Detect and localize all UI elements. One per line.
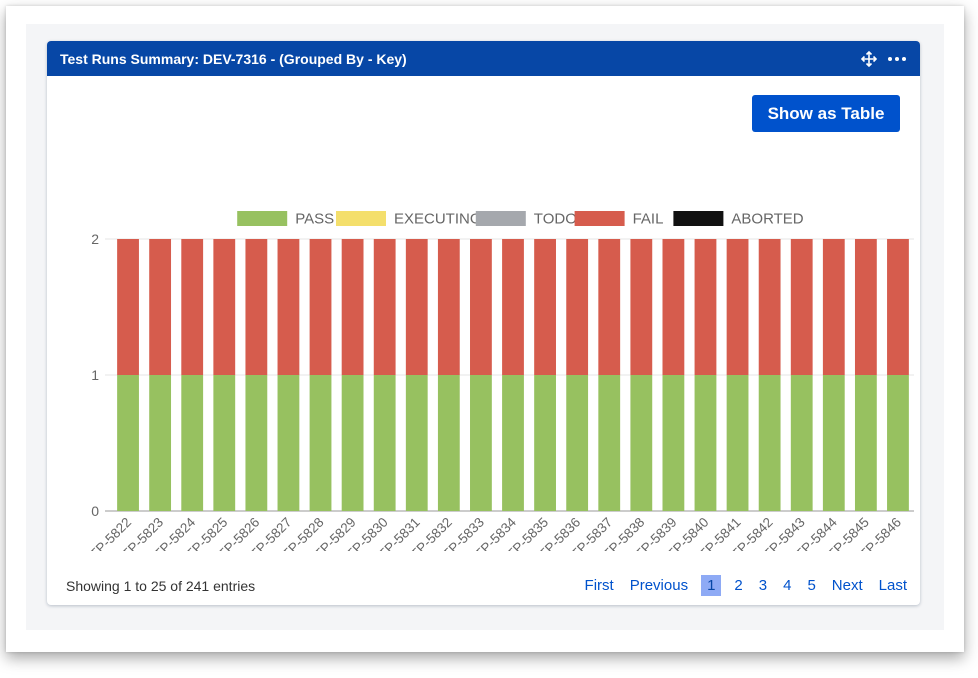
stacked-bar-chart: PASS EXECUTING TODO FAIL ABORTED012LTP-5822L… <box>82 211 914 566</box>
pager-page-3[interactable]: 3 <box>758 577 768 594</box>
bar-pass-ltp-5835 <box>534 375 556 511</box>
more-icon[interactable] <box>886 48 908 70</box>
bar-pass-ltp-5829 <box>341 375 364 511</box>
y-tick-label: 2 <box>91 231 99 247</box>
bar-pass-ltp-5843 <box>790 375 813 511</box>
gadget-header: Test Runs Summary: DEV-7316 - (Grouped B… <box>47 41 920 76</box>
bar-fail-ltp-5844 <box>822 239 845 375</box>
bar-fail-ltp-5830 <box>373 239 396 375</box>
bar-fail-ltp-5832 <box>437 239 460 375</box>
legend-label-executing: EXECUTING <box>394 211 482 228</box>
bar-pass-ltp-5844 <box>822 375 845 511</box>
legend-swatch-fail <box>574 211 625 226</box>
bar-fail-ltp-5831 <box>405 239 428 375</box>
bar-fail-ltp-5824 <box>181 239 204 375</box>
bar-fail-ltp-5846 <box>887 239 909 375</box>
bar-fail-ltp-5845 <box>854 239 877 375</box>
test-runs-summary-gadget: Test Runs Summary: DEV-7316 - (Grouped B… <box>47 41 920 605</box>
bar-pass-ltp-5822 <box>117 375 139 511</box>
bar-pass-ltp-5834 <box>502 375 524 511</box>
pager-last-link[interactable]: Last <box>878 577 907 594</box>
show-as-table-button[interactable]: Show as Table <box>752 95 900 132</box>
bar-fail-ltp-5829 <box>341 239 364 375</box>
bar-pass-ltp-5833 <box>470 375 492 511</box>
bar-fail-ltp-5822 <box>117 239 139 375</box>
legend-swatch-aborted <box>673 211 724 226</box>
bar-fail-ltp-5823 <box>149 239 172 375</box>
bar-pass-ltp-5837 <box>598 375 621 511</box>
legend-swatch-todo <box>475 211 526 226</box>
bar-fail-ltp-5841 <box>726 239 749 375</box>
y-tick-label: 0 <box>91 503 99 519</box>
legend-label-todo: TODO <box>534 211 577 228</box>
bar-pass-ltp-5839 <box>662 375 685 511</box>
y-tick-label: 1 <box>91 367 99 383</box>
chart-area: PASS EXECUTING TODO FAIL ABORTED 0 1 2 LTP-5822 L… <box>47 161 920 566</box>
pager-page-2[interactable]: 2 <box>734 577 743 594</box>
legend-label-pass: PASS <box>295 211 334 228</box>
legend-swatch-pass <box>237 211 288 226</box>
bar-pass-ltp-5823 <box>149 375 172 511</box>
bar-pass-ltp-5841 <box>726 375 749 511</box>
bar-pass-ltp-5826 <box>245 375 268 511</box>
bar-fail-ltp-5838 <box>630 239 653 375</box>
bar-fail-ltp-5840 <box>694 239 717 375</box>
bar-pass-ltp-5840 <box>694 375 717 511</box>
bar-fail-ltp-5826 <box>245 239 268 375</box>
bar-pass-ltp-5838 <box>630 375 653 511</box>
bar-fail-ltp-5837 <box>598 239 621 375</box>
bar-fail-ltp-5827 <box>277 239 300 375</box>
pagination: First Previous 1 2 3 4 5 Next Last <box>572 575 910 596</box>
bar-pass-ltp-5827 <box>277 375 300 511</box>
pager-page-5[interactable]: 5 <box>807 577 816 594</box>
bar-fail-ltp-5835 <box>534 239 556 375</box>
bar-pass-ltp-5842 <box>758 375 781 511</box>
pager-next-link[interactable]: Next <box>831 577 863 594</box>
bar-pass-ltp-5824 <box>181 375 204 511</box>
bar-pass-ltp-5832 <box>437 375 460 511</box>
bar-fail-ltp-5836 <box>566 239 589 375</box>
legend-swatch-executing <box>336 211 386 226</box>
bar-fail-ltp-5839 <box>662 239 685 375</box>
bar-pass-ltp-5825 <box>213 375 236 511</box>
pager-first-link[interactable]: First <box>584 577 614 594</box>
legend-label-fail: FAIL <box>633 211 664 228</box>
pager-previous-link[interactable]: Previous <box>629 577 689 594</box>
move-icon[interactable] <box>858 48 880 70</box>
bar-fail-ltp-5828 <box>309 239 332 375</box>
bar-pass-ltp-5836 <box>566 375 589 511</box>
pager-page-1[interactable]: 1 <box>701 575 722 596</box>
bar-pass-ltp-5830 <box>373 375 396 511</box>
entries-info: Showing 1 to 25 of 241 entries <box>66 578 256 594</box>
bar-fail-ltp-5833 <box>470 239 492 375</box>
bar-pass-ltp-5846 <box>887 375 909 511</box>
bar-pass-ltp-5828 <box>309 375 332 511</box>
pager-page-4[interactable]: 4 <box>783 577 792 594</box>
bar-pass-ltp-5831 <box>405 375 428 511</box>
bar-fail-ltp-5825 <box>213 239 236 375</box>
gadget-title: Test Runs Summary: DEV-7316 - (Grouped B… <box>60 50 407 67</box>
bar-fail-ltp-5842 <box>758 239 781 375</box>
bar-pass-ltp-5845 <box>854 375 877 511</box>
legend-label-aborted: ABORTED <box>731 211 803 228</box>
bar-fail-ltp-5834 <box>502 239 524 375</box>
bar-fail-ltp-5843 <box>790 239 813 375</box>
